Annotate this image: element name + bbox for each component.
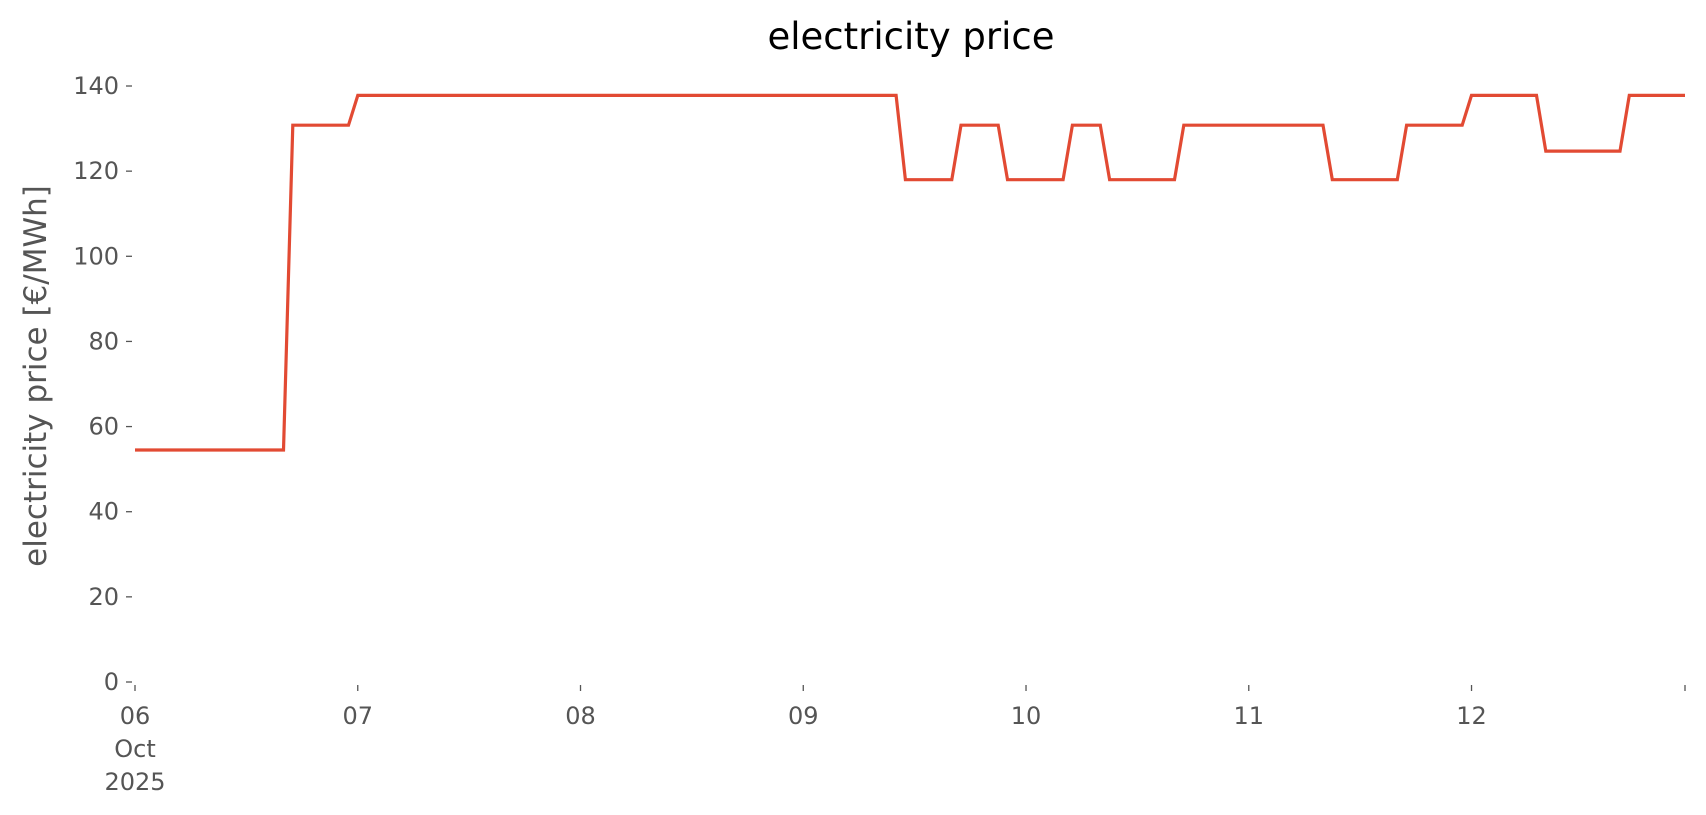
- x-tick-label: 06: [120, 702, 151, 730]
- x-axis: 06 Oct 2025 07 08 09 10 11 12: [104, 685, 1686, 796]
- y-axis: 0 20 40 60 80 100 120 140: [73, 72, 132, 696]
- y-tick-label: 120: [73, 157, 119, 185]
- x-tick-label: 10: [1011, 702, 1042, 730]
- x-tick-label: Oct: [114, 735, 156, 763]
- y-tick-label: 20: [88, 583, 119, 611]
- x-tick-label: 2025: [104, 768, 165, 796]
- x-tick-label: 09: [788, 702, 819, 730]
- x-tick-label: 12: [1456, 702, 1487, 730]
- y-tick-label: 40: [88, 498, 119, 526]
- x-tick-label: 08: [565, 702, 596, 730]
- x-tick-label: 11: [1233, 702, 1264, 730]
- x-tick-label: 07: [342, 702, 373, 730]
- y-tick-label: 100: [73, 242, 119, 270]
- y-tick-label: 60: [88, 413, 119, 441]
- y-axis-label: electricity price [€/MWh]: [18, 185, 54, 567]
- chart-title: electricity price: [767, 15, 1054, 58]
- plot-area: [135, 93, 1685, 452]
- y-tick-label: 140: [73, 72, 119, 100]
- y-tick-label: 0: [104, 668, 119, 696]
- price-series-line: [135, 93, 1685, 452]
- y-tick-label: 80: [88, 327, 119, 355]
